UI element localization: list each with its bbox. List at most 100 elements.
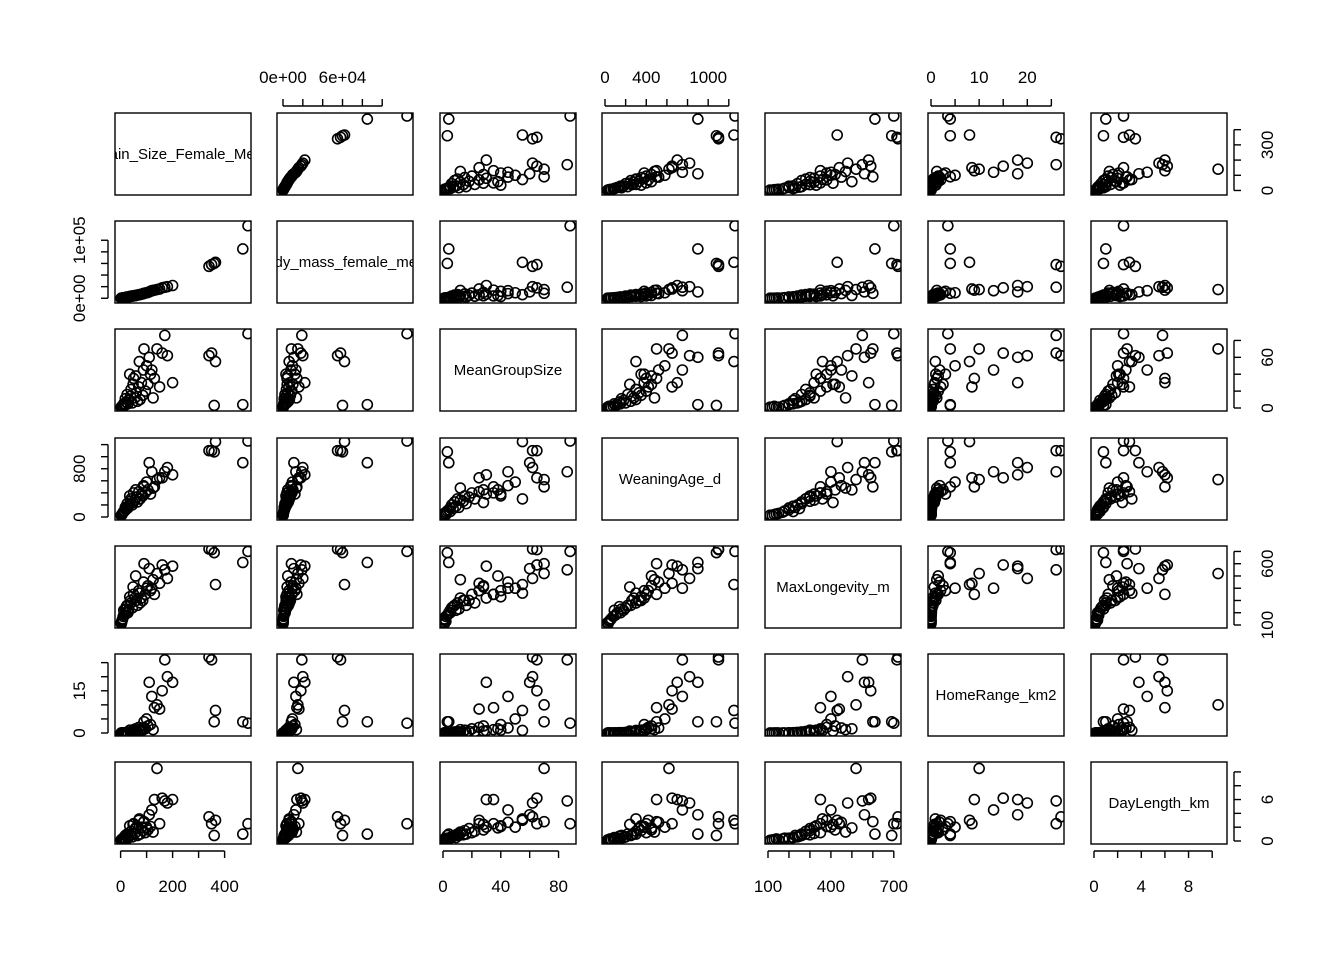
data-point xyxy=(888,221,900,232)
panel-4-5 xyxy=(927,545,1065,629)
panel-frame xyxy=(114,437,252,521)
data-point xyxy=(1156,329,1169,342)
data-point xyxy=(683,670,696,683)
data-point xyxy=(650,343,663,355)
panel-frame xyxy=(114,761,252,845)
panel-frame xyxy=(927,437,1065,521)
panel-4-3 xyxy=(601,545,739,629)
data-point xyxy=(966,381,978,393)
data-point xyxy=(930,482,943,494)
data-point xyxy=(441,546,454,559)
data-point xyxy=(997,792,1010,804)
data-point xyxy=(603,400,615,411)
data-point xyxy=(442,113,455,125)
data-point xyxy=(846,722,858,735)
data-point xyxy=(928,290,941,302)
data-point xyxy=(1097,446,1110,458)
data-point xyxy=(645,168,658,181)
data-point xyxy=(833,703,846,715)
data-point xyxy=(242,717,251,729)
data-point xyxy=(538,163,550,175)
data-point xyxy=(290,165,303,178)
data-point xyxy=(361,456,374,469)
data-point xyxy=(129,570,142,582)
data-point xyxy=(1055,133,1064,145)
data-point xyxy=(839,284,852,297)
data-point xyxy=(1011,167,1024,180)
data-point xyxy=(1123,485,1136,498)
data-point xyxy=(1159,376,1171,389)
data-point xyxy=(208,399,220,411)
data-point xyxy=(997,559,1010,571)
data-point xyxy=(153,381,166,393)
data-point xyxy=(850,343,862,355)
data-point xyxy=(1133,456,1145,469)
data-point xyxy=(509,286,522,299)
data-point xyxy=(492,722,504,735)
panel-5-4 xyxy=(764,653,902,737)
data-point xyxy=(502,582,514,595)
right-axis-4: 100 600 xyxy=(1233,550,1277,639)
data-point xyxy=(538,815,550,828)
data-point xyxy=(930,284,943,297)
data-point xyxy=(768,400,781,411)
data-point xyxy=(1050,795,1062,807)
data-point xyxy=(867,481,879,493)
data-point xyxy=(659,286,671,299)
data-point xyxy=(148,701,161,714)
data-point xyxy=(1133,676,1145,689)
data-point xyxy=(1100,456,1112,469)
data-point xyxy=(1116,725,1129,736)
data-point xyxy=(1021,797,1034,809)
data-point xyxy=(1011,154,1024,166)
data-point xyxy=(1133,167,1145,180)
panel-frame xyxy=(439,437,577,521)
data-point xyxy=(932,289,945,302)
panel-3-6 xyxy=(1090,437,1228,521)
data-point xyxy=(516,493,529,505)
data-point xyxy=(1113,584,1125,597)
data-point xyxy=(147,284,159,297)
tick-label: 0 xyxy=(438,877,447,896)
data-point xyxy=(1123,704,1136,717)
data-point xyxy=(516,288,529,301)
data-point xyxy=(652,364,665,376)
data-point xyxy=(944,546,957,559)
data-point xyxy=(615,603,628,615)
data-point xyxy=(502,166,514,179)
data-point xyxy=(290,690,302,703)
panel-frame xyxy=(601,112,739,196)
data-point xyxy=(509,713,522,725)
data-point xyxy=(205,654,218,666)
data-point xyxy=(441,446,454,458)
data-point xyxy=(209,578,222,591)
data-point xyxy=(209,704,222,717)
data-point xyxy=(290,723,303,736)
panel-1-6 xyxy=(1090,220,1228,304)
data-point xyxy=(290,392,303,404)
data-point xyxy=(630,288,642,301)
data-point xyxy=(676,804,689,816)
data-point xyxy=(929,587,942,599)
data-point xyxy=(156,684,168,697)
data-point xyxy=(728,355,738,368)
data-point xyxy=(1159,164,1171,177)
data-point xyxy=(804,178,816,191)
data-point xyxy=(453,603,465,615)
data-point xyxy=(728,704,738,717)
data-point xyxy=(676,795,689,807)
data-point xyxy=(963,129,976,141)
data-point xyxy=(885,446,898,458)
data-point xyxy=(891,817,901,830)
data-point xyxy=(963,355,976,368)
data-point xyxy=(526,572,539,585)
data-point xyxy=(1103,392,1116,404)
data-point xyxy=(648,573,661,586)
data-point xyxy=(564,113,576,122)
data-point xyxy=(666,161,678,174)
data-point xyxy=(148,793,161,806)
data-point xyxy=(477,290,490,302)
data-point xyxy=(973,567,985,580)
data-point xyxy=(666,684,678,697)
